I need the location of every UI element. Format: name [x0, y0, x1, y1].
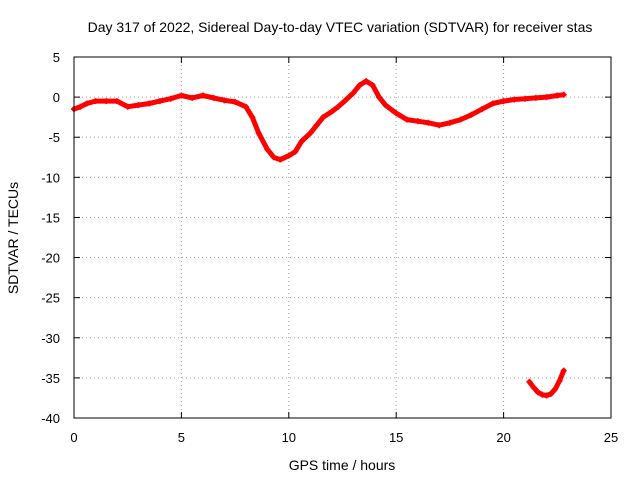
data-point [221, 97, 228, 104]
data-point [560, 367, 567, 374]
series-line-1 [71, 78, 567, 163]
data-point [468, 111, 475, 118]
y-tick-label: 0 [53, 90, 60, 105]
plot-frame [73, 56, 612, 419]
data-point [146, 100, 153, 107]
data-point [554, 92, 561, 99]
series-layer [71, 78, 567, 399]
x-axis-label: GPS time / hours [289, 457, 396, 473]
y-axis-label: SDTVAR / TECUs [5, 182, 21, 294]
data-point [393, 110, 400, 117]
y-tick-label: -25 [41, 291, 60, 306]
data-point [83, 100, 90, 107]
data-point [277, 156, 284, 163]
y-tick-label: -40 [41, 411, 60, 426]
ticks: 0 5 10 15 20 25 5 0 -5 -10 -15 -20 -25 -30 -35 -40 [41, 50, 618, 445]
data-point [135, 102, 142, 109]
x-tick-label: 0 [70, 430, 77, 445]
data-point [298, 138, 305, 145]
data-point [560, 91, 567, 98]
y-tick-label: -20 [41, 251, 60, 266]
chart-title: Day 317 of 2022, Sidereal Day-to-day VTE… [88, 19, 593, 35]
y-tick-label: -30 [41, 331, 60, 346]
data-point [156, 98, 163, 105]
data-point [363, 78, 370, 85]
data-point [526, 378, 533, 385]
data-point [307, 130, 314, 137]
data-point [350, 90, 357, 97]
data-point [113, 98, 120, 105]
data-point [457, 116, 464, 123]
data-point [479, 106, 486, 113]
x-tick-label: 10 [282, 430, 296, 445]
series-line-2 [526, 368, 567, 398]
data-point [425, 119, 432, 126]
data-point [178, 92, 185, 99]
data-point [556, 378, 563, 385]
data-point [446, 119, 453, 126]
data-point [292, 148, 299, 155]
data-point [242, 103, 249, 110]
data-point [356, 82, 363, 89]
y-tick-label: -15 [41, 210, 60, 225]
data-point [522, 95, 529, 102]
data-point [532, 94, 539, 101]
data-point [124, 103, 131, 110]
data-point [255, 130, 262, 137]
data-point [77, 103, 84, 110]
data-point [414, 118, 421, 125]
data-point [436, 122, 443, 129]
data-point [270, 154, 277, 161]
data-point [530, 384, 537, 391]
data-point [376, 94, 383, 101]
data-point [232, 98, 239, 105]
data-point [547, 390, 554, 397]
data-point [369, 82, 376, 89]
data-point [382, 102, 389, 109]
data-point [92, 98, 99, 105]
data-point [539, 391, 546, 398]
data-point [403, 116, 410, 123]
data-point [189, 94, 196, 101]
data-point [167, 95, 174, 102]
x-tick-label: 5 [178, 430, 185, 445]
data-point [264, 146, 271, 153]
data-point [199, 92, 206, 99]
data-point [543, 392, 550, 399]
x-tick-label: 25 [604, 430, 618, 445]
data-point [328, 108, 335, 115]
data-point [552, 386, 559, 393]
y-tick-label: -35 [41, 371, 60, 386]
data-point [103, 98, 110, 105]
y-tick-label: -5 [48, 130, 60, 145]
x-tick-label: 15 [389, 430, 403, 445]
x-tick-label: 20 [496, 430, 510, 445]
data-point [210, 94, 217, 101]
data-point [249, 114, 256, 121]
data-point [335, 103, 342, 110]
data-point [341, 98, 348, 105]
y-tick-label: -10 [41, 170, 60, 185]
data-point [511, 96, 518, 103]
data-point [320, 114, 327, 121]
data-point [285, 152, 292, 159]
data-point [489, 100, 496, 107]
y-tick-label: 5 [53, 50, 60, 65]
data-point [534, 389, 541, 396]
data-point [543, 94, 550, 101]
data-point [313, 122, 320, 129]
grid [74, 57, 611, 418]
data-point [500, 98, 507, 105]
